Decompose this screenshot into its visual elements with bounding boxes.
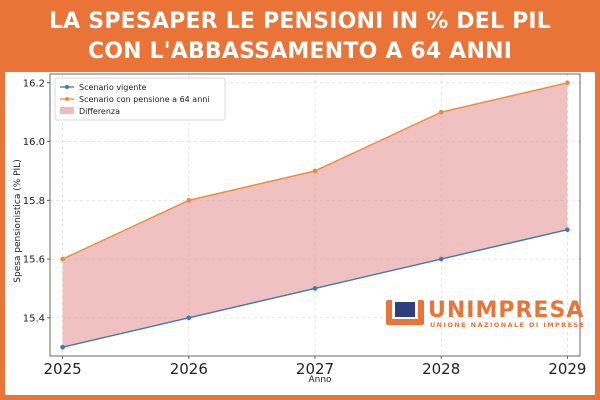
legend-box [54, 77, 226, 121]
title-banner: LA SPESAPER LE PENSIONI IN % DEL PIL CON… [0, 0, 600, 72]
x-tick-label-4: 2029 [548, 360, 586, 378]
chart-title-line-1: LA SPESAPER LE PENSIONI IN % DEL PIL [48, 9, 552, 34]
y-tick-label-0: 15.4 [23, 313, 45, 324]
data-point-s1-1 [186, 198, 192, 203]
data-point-s0-4 [565, 227, 570, 232]
unimpresa-logo: UNIMPRESA UNIONE NAZIONALE DI IMPRESE [386, 298, 585, 329]
y-tick-label-1: 15.6 [23, 255, 45, 266]
data-point-s1-2 [312, 168, 318, 174]
legend-label-difference: Differenza [79, 107, 120, 116]
legend-label-pensione64: Scenario con pensione a 64 anni [79, 95, 210, 104]
frame-border-bottom [0, 395, 600, 400]
frame-border-left [0, 72, 5, 400]
chart-title-line-2: CON L'ABBASSAMENTO A 64 ANNI [87, 39, 513, 64]
data-point-s0-3 [438, 256, 444, 262]
x-tick-label-0: 2025 [44, 360, 82, 378]
data-point-s1-0 [60, 256, 65, 262]
y-tick-label-4: 16.2 [23, 78, 45, 89]
axis-ticks: 15.4 15.6 15.8 16.0 16.2 2025 2026 2027 2028 2029 [23, 78, 587, 378]
x-tick-label-3: 2028 [422, 360, 460, 378]
y-tick-label-3: 16.0 [23, 137, 45, 148]
series-lines [60, 80, 570, 350]
legend-swatch-vigente-marker [65, 85, 69, 89]
data-point-s1-4 [565, 80, 570, 86]
y-tick-label-2: 15.8 [23, 196, 45, 207]
logo-mark-blue [395, 302, 415, 317]
data-point-s1-3 [438, 109, 444, 115]
legend-swatch-difference [60, 107, 74, 114]
y-axis-label: Spesa pensionistica (% PIL) [13, 159, 23, 282]
x-axis-label: Anno [308, 375, 332, 385]
legend-swatch-pensione64-marker [65, 97, 69, 101]
logo-wordmark: UNIMPRESA [428, 298, 584, 323]
x-tick-label-2: 2027 [296, 360, 334, 378]
logo-tagline: UNIONE NAZIONALE DI IMPRESE [430, 321, 585, 329]
data-point-s0-1 [186, 315, 192, 321]
data-point-s0-0 [60, 344, 65, 350]
data-point-s0-2 [312, 286, 318, 291]
legend-label-vigente: Scenario vigente [79, 83, 146, 92]
legend: Scenario vigente Scenario con pensione a… [54, 77, 226, 121]
frame-border-right [595, 72, 600, 400]
difference-area [62, 82, 568, 348]
x-tick-label-1: 2026 [170, 360, 208, 378]
